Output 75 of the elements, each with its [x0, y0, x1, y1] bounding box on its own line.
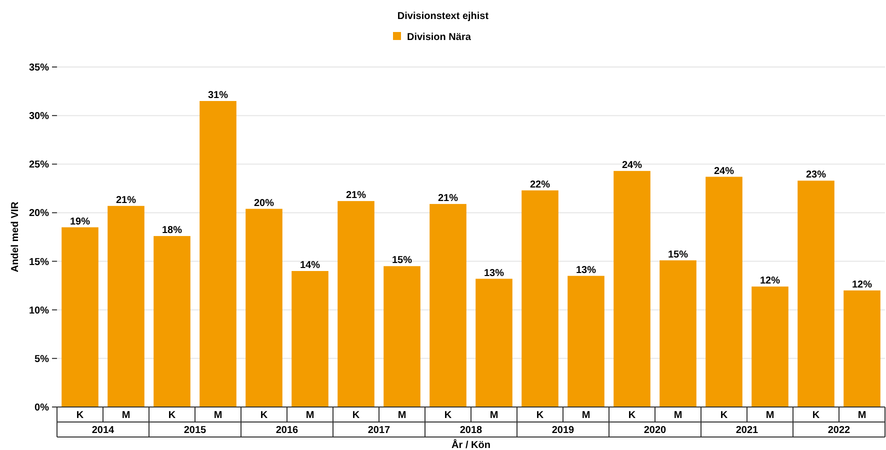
x-tick-label: M: [582, 410, 590, 421]
bar: [476, 278, 512, 407]
bar: [292, 271, 328, 407]
y-tick-label: 35%: [28, 62, 50, 74]
bar: [384, 266, 420, 407]
text: 2021: [736, 425, 759, 436]
bar: [430, 204, 466, 407]
x-tick-label: M: [490, 410, 498, 421]
data-label: 21%: [346, 190, 366, 202]
bar: [706, 176, 742, 407]
bar: [844, 290, 880, 407]
data-label: 12%: [760, 276, 780, 287]
y-tick-label: 0%: [34, 402, 50, 414]
data-label: 13%: [576, 264, 596, 276]
x-tick-label: M: [674, 410, 682, 421]
text: 2018: [460, 425, 483, 436]
x-tick-label: M: [306, 410, 314, 421]
x-tick-label: K: [168, 410, 176, 421]
text: 2017: [368, 425, 391, 436]
y-axis-title: Andel med VIR: [10, 200, 21, 272]
data-label: 31%: [208, 90, 228, 101]
bar: [200, 101, 236, 407]
y-tick-label: 15%: [28, 256, 50, 268]
bar: [108, 206, 144, 407]
chart-title: Divisionstext ejhist: [397, 11, 490, 22]
data-label: 24%: [714, 166, 734, 177]
data-label: 20%: [254, 198, 274, 209]
bar: [154, 236, 190, 407]
x-tick-label: K: [628, 410, 636, 421]
bar: [338, 201, 374, 407]
data-label: 14%: [300, 260, 320, 271]
text: 2016: [276, 425, 299, 436]
y-tick-label: 10%: [28, 305, 50, 316]
data-label: 24%: [622, 160, 642, 171]
x-tick-label: M: [214, 410, 222, 421]
legend-label: Division Nära: [407, 32, 472, 43]
bar: [752, 286, 788, 407]
y-tick-label: 25%: [28, 160, 50, 171]
x-axis-title: År / Kön: [452, 439, 490, 450]
x-tick-label: K: [536, 410, 544, 421]
x-tick-label: K: [352, 410, 360, 421]
x-tick-label: M: [858, 410, 866, 421]
text: 2015: [184, 425, 207, 436]
text: 2022: [828, 425, 851, 436]
bar: [246, 208, 282, 407]
bar: [660, 260, 696, 407]
data-label: 18%: [162, 225, 182, 236]
y-tick-label: 20%: [28, 208, 50, 220]
x-tick-label: M: [122, 410, 130, 421]
bar: [614, 170, 650, 407]
data-label: 22%: [530, 179, 550, 190]
data-label: 15%: [668, 249, 688, 260]
bar: [522, 190, 558, 407]
x-tick-label: M: [766, 410, 774, 421]
x-tick-label: M: [398, 410, 406, 421]
text: 2019: [552, 425, 575, 436]
x-tick-label: K: [812, 410, 820, 421]
bar: [62, 227, 98, 407]
text: 2014: [92, 425, 115, 436]
x-tick-label: K: [720, 410, 728, 421]
y-tick-label: 30%: [28, 111, 50, 122]
x-tick-label: K: [76, 410, 84, 421]
text: 2020: [644, 425, 667, 436]
x-tick-label: K: [444, 410, 452, 421]
data-label: 13%: [484, 268, 504, 279]
data-label: 15%: [392, 255, 412, 266]
data-label: 21%: [438, 192, 458, 204]
bar: [798, 180, 834, 407]
data-label: 19%: [70, 216, 90, 228]
data-label: 21%: [116, 194, 136, 206]
data-label: 23%: [806, 170, 826, 181]
x-tick-label: K: [260, 410, 268, 421]
y-tick-label: 5%: [34, 354, 50, 365]
data-label: 12%: [852, 279, 872, 290]
bar: [568, 276, 604, 407]
